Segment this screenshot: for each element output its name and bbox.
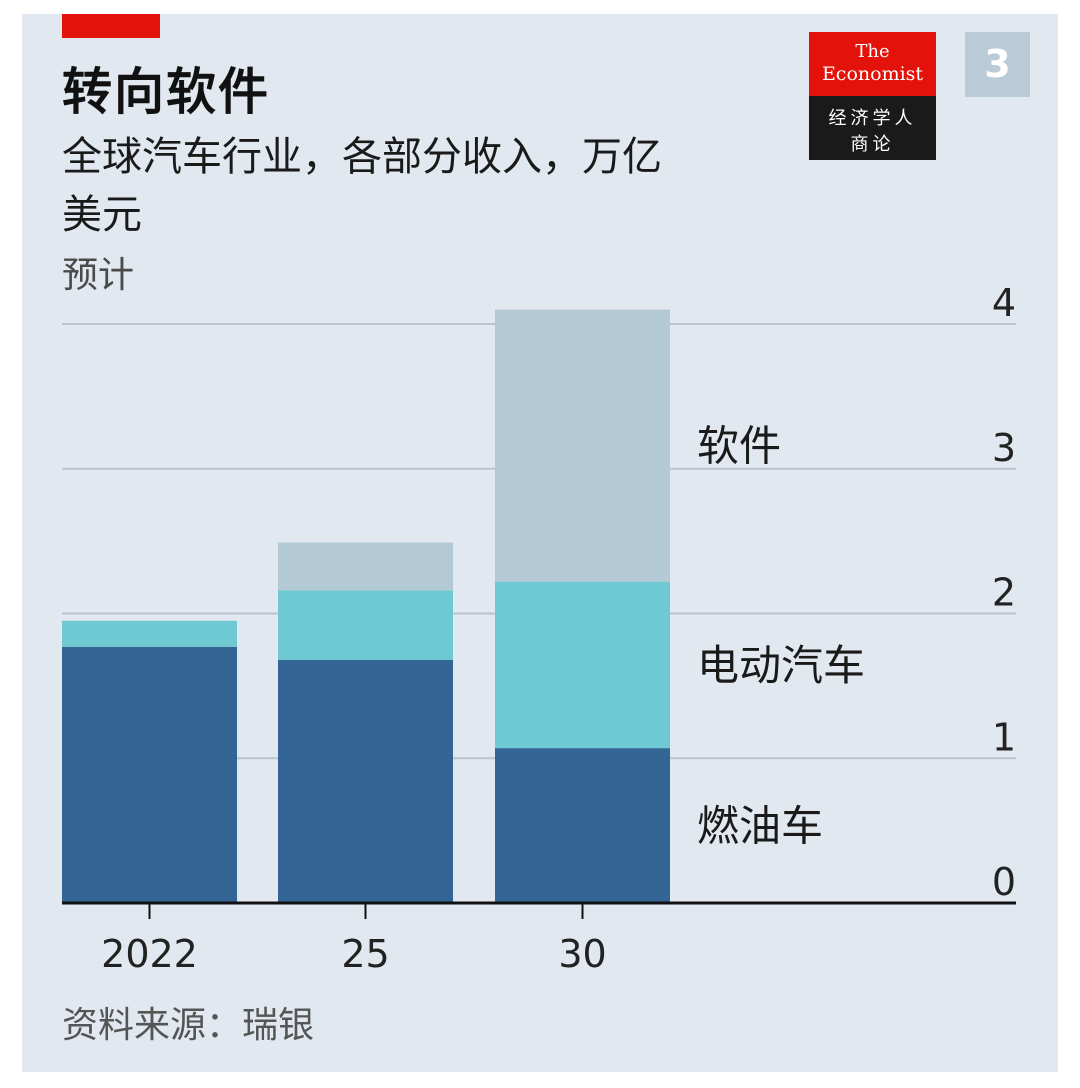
logo-line4: 商论 — [850, 134, 895, 155]
y-tick-label-0: 0 — [992, 860, 1016, 904]
logo-line1: The — [855, 41, 890, 62]
x-tick-label-30: 30 — [558, 932, 606, 976]
bar-30-series-0 — [495, 748, 670, 903]
bar-2022-series-0 — [62, 646, 237, 903]
chart-number-badge: 3 — [965, 32, 1030, 97]
logo-line3: 经济学人 — [828, 108, 917, 129]
y-tick-label-3: 3 — [992, 426, 1016, 470]
bar-25-series-0 — [278, 659, 453, 903]
y-tick-label-1: 1 — [992, 715, 1016, 759]
x-tick-label-25: 25 — [341, 932, 389, 976]
bar-25-series-1 — [278, 590, 453, 660]
series-label-2: 软件 — [697, 422, 781, 471]
logo-dark-block: 经济学人 商论 — [809, 96, 936, 160]
series-label-0: 燃油车 — [697, 802, 823, 851]
series-label-1: 电动汽车 — [697, 641, 865, 690]
bar-30-series-2 — [495, 309, 670, 582]
chart-title: 转向软件 — [62, 63, 270, 121]
chart-subtitle: 全球汽车行业，各部分收入，万亿美元 — [62, 134, 662, 238]
logo-line2: Economist — [821, 63, 924, 85]
chart-note: 预计 — [62, 255, 135, 296]
y-tick-label-4: 4 — [992, 281, 1016, 325]
accent-bar — [62, 14, 160, 38]
y-tick-label-2: 2 — [992, 571, 1016, 615]
bar-25-series-2 — [278, 542, 453, 591]
bar-30-series-1 — [495, 581, 670, 749]
x-tick-label-2022: 2022 — [101, 932, 198, 976]
source-note: 资料来源：瑞银 — [62, 1005, 315, 1046]
economist-logo: The Economist 经济学人 商论 — [809, 32, 936, 160]
logo-red-block: The Economist — [809, 32, 936, 96]
bar-2022-series-1 — [62, 620, 237, 647]
